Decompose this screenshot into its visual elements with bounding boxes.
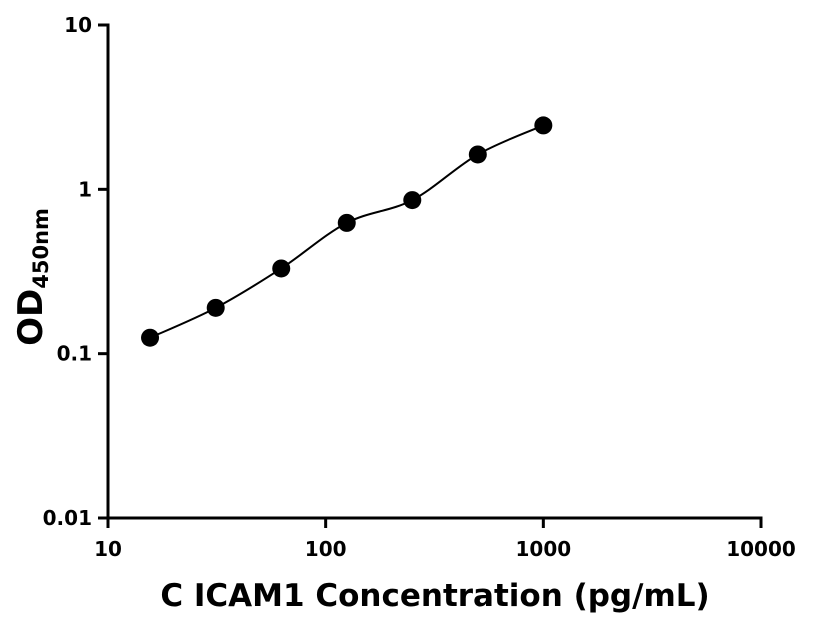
x-tick-label: 10000 <box>726 537 796 561</box>
data-point <box>403 191 422 210</box>
y-tick-label: 0.01 <box>43 506 92 530</box>
y-axis-label-sub: 450nm <box>29 208 53 289</box>
x-tick-label: 100 <box>305 537 347 561</box>
x-axis-label: C ICAM1 Concentration (pg/mL) <box>160 578 709 614</box>
data-point <box>272 259 291 278</box>
y-tick-label: 0.1 <box>57 342 92 366</box>
x-tick-label: 1000 <box>515 537 571 561</box>
data-point <box>468 145 487 164</box>
y-tick-label: 1 <box>78 177 92 201</box>
data-point <box>534 116 553 135</box>
x-tick-label: 10 <box>94 537 122 561</box>
y-axis-label: OD450nm <box>11 208 53 346</box>
data-point <box>337 213 356 232</box>
y-tick-label: 10 <box>64 13 92 37</box>
data-point <box>206 298 225 317</box>
data-point <box>141 328 160 347</box>
y-axis-label-main: OD <box>11 289 51 346</box>
